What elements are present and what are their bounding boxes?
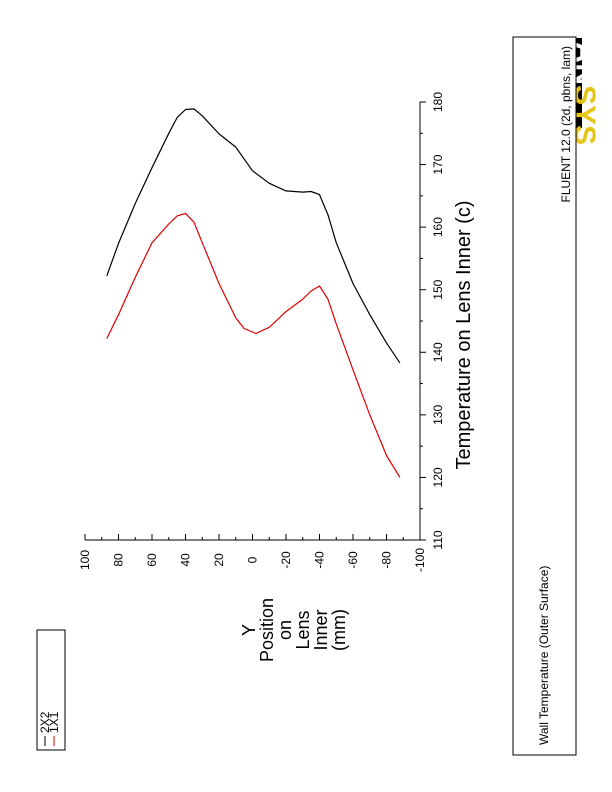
- position-tick-label: -60: [346, 551, 360, 569]
- y-axis-title-line-3: on: [275, 620, 295, 640]
- position-tick-label: -80: [380, 551, 394, 569]
- position-tick-label: -20: [279, 551, 293, 569]
- temperature-tick-label: 150: [431, 279, 445, 299]
- temperature-tick-label: 130: [431, 405, 445, 425]
- series-line-2x2: [106, 108, 401, 364]
- y-axis-title-line-6: (mm): [329, 609, 349, 651]
- footer-right-text: FLUENT 12.0 (2d, pbns, lam): [559, 46, 573, 203]
- plot-series: [106, 108, 401, 478]
- position-tick-label: 60: [145, 553, 159, 567]
- position-tick-label: 20: [212, 553, 226, 567]
- position-tick-label: 0: [246, 556, 260, 563]
- legend: 2X2 1X1: [36, 629, 66, 751]
- footer: Wall Temperature (Outer Surface) FLUENT …: [512, 36, 577, 756]
- legend-label-1x1: 1X1: [47, 711, 61, 733]
- footer-left-text: Wall Temperature (Outer Surface): [537, 566, 551, 745]
- series-line-1x1: [106, 212, 401, 478]
- position-tick-label: -100: [413, 548, 427, 572]
- x-axis-title: Temperature on Lens Inner (c): [453, 200, 475, 469]
- temperature-tick-label: 120: [431, 467, 445, 487]
- position-tick-label: 40: [179, 553, 193, 567]
- y-axis-title-line-4: Lens: [293, 610, 313, 649]
- temperature-tick-label: 160: [431, 217, 445, 237]
- position-tick-label: 80: [112, 553, 126, 567]
- temperature-tick-label: 180: [431, 92, 445, 112]
- temperature-tick-label: 140: [431, 342, 445, 362]
- temperature-tick-label: 170: [431, 154, 445, 174]
- plot-axes: 100 80 60 40 20 0 -20 -40 -60 -80 -100 110 120 130 140…: [78, 92, 445, 572]
- position-tick-label: -40: [313, 551, 327, 569]
- temperature-tick-label: 110: [431, 530, 445, 549]
- y-axis-title: Y Position on Lens Inner (mm): [239, 598, 349, 662]
- y-axis-title-line-5: Inner: [311, 609, 331, 650]
- legend-label-2x2: 2X2: [38, 711, 52, 733]
- y-axis-title-line-1: Y: [239, 624, 259, 636]
- position-tick-label: 100: [78, 550, 92, 570]
- y-axis-title-line-2: Position: [257, 598, 277, 662]
